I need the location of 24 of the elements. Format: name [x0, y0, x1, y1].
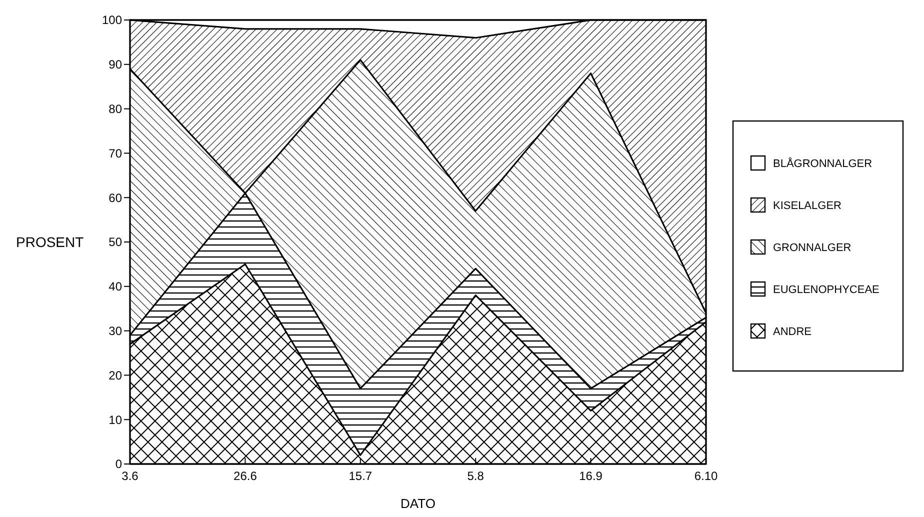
y-tick-label: 60: [108, 190, 122, 205]
x-axis-title: DATO: [400, 496, 436, 511]
x-tick-label: 15.7: [348, 469, 372, 483]
y-tick-label: 90: [108, 58, 122, 72]
x-tick-label: 6.10: [694, 469, 718, 483]
legend-label: GRONNALGER: [773, 242, 852, 254]
y-tick-label: 50: [108, 235, 122, 250]
y-tick-label: 70: [108, 146, 122, 160]
legend-label: BLÅGRONNALGER: [773, 156, 872, 170]
legend-label: EUGLENOPHYCEAE: [773, 284, 880, 296]
x-tick-label: 3.6: [122, 469, 139, 483]
y-tick-label: 30: [108, 324, 122, 338]
y-tick-label: 10: [108, 412, 122, 427]
legend-label: ANDRE: [773, 326, 812, 338]
y-axis-title: PROSENT: [16, 234, 84, 250]
x-tick-label: 16.9: [579, 469, 603, 483]
legend-label: KISELALGER: [773, 200, 842, 212]
y-tick-label: 0: [115, 457, 122, 472]
x-tick-label: 5.8: [467, 469, 484, 483]
y-tick-label: 20: [108, 368, 122, 382]
x-tick-label: 26.6: [234, 469, 258, 483]
y-tick-label: 80: [108, 102, 122, 116]
y-tick-label: 100: [102, 13, 122, 28]
y-tick-label: 40: [108, 280, 122, 294]
